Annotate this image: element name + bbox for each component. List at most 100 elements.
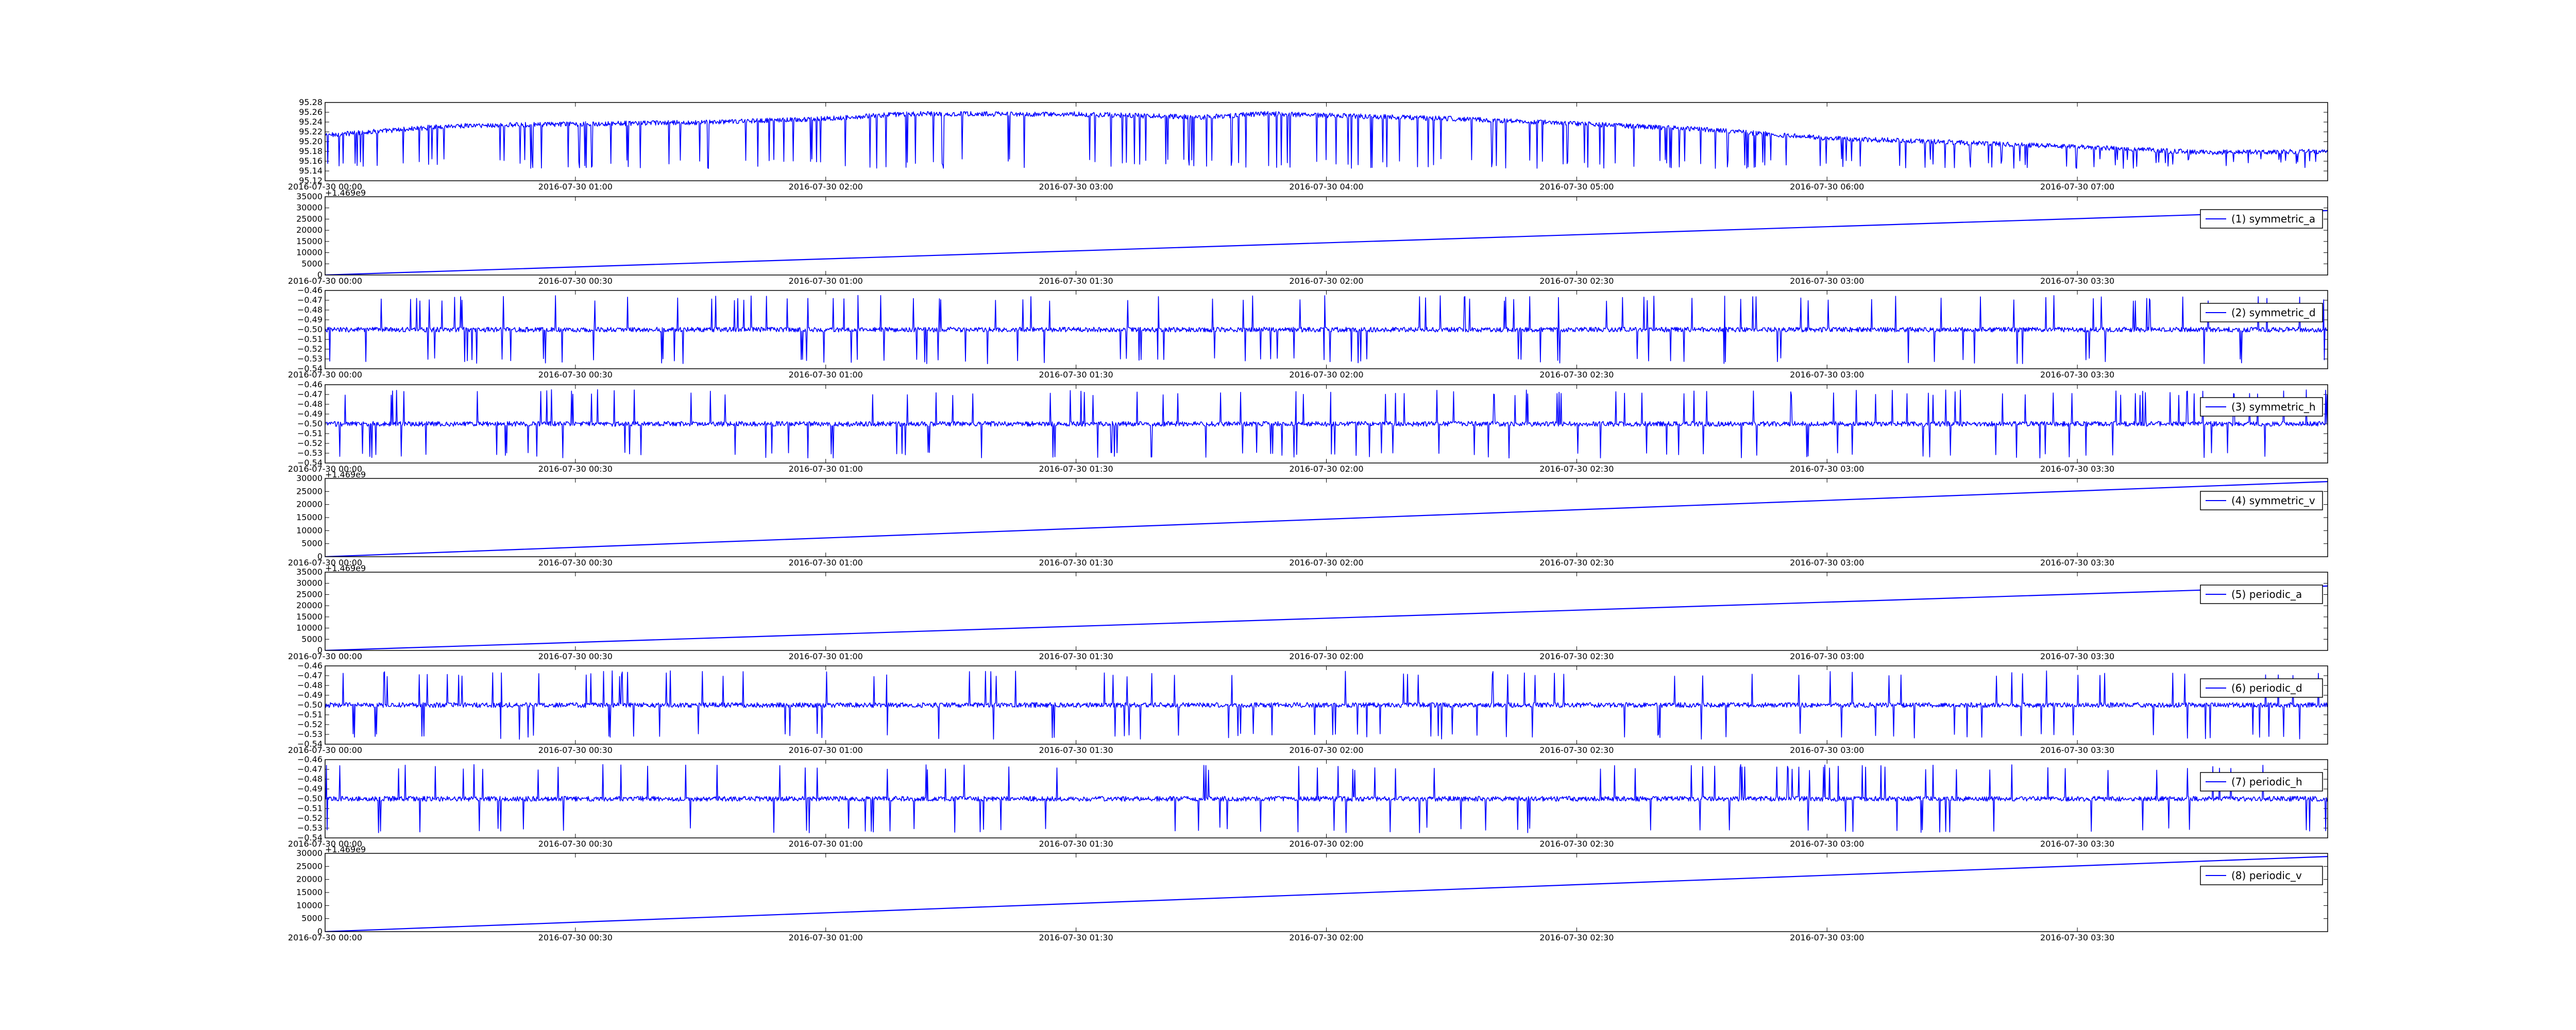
x-tick-label: 2016-07-30 03:00 [1790, 464, 1864, 474]
y-tick-label: 95.16 [299, 156, 323, 166]
x-tick-label: 2016-07-30 01:30 [1039, 558, 1113, 568]
legend-label: (3) symmetric_h [2231, 401, 2316, 413]
x-tick-label: 2016-07-30 02:30 [1539, 370, 1614, 380]
y-tick-label: −0.47 [297, 389, 323, 399]
x-tick-label: 2016-07-30 00:00 [288, 651, 362, 661]
x-tick-label: 2016-07-30 03:30 [2040, 558, 2114, 568]
y-tick-label: −0.51 [297, 803, 323, 813]
y-tick-label: 0 [317, 270, 323, 280]
y-offset-label: +1.469e9 [325, 188, 366, 198]
y-tick-label: 95.22 [299, 127, 323, 136]
x-tick-label: 2016-07-30 04:00 [1289, 182, 1363, 192]
x-tick-label: 2016-07-30 03:30 [2040, 464, 2114, 474]
x-tick-label: 2016-07-30 00:30 [538, 464, 613, 474]
y-tick-label: 20000 [296, 600, 323, 610]
x-tick-label: 2016-07-30 02:00 [1289, 933, 1363, 942]
y-tick-label: −0.53 [297, 823, 323, 833]
axes-frame [325, 665, 2328, 745]
x-tick-label: 2016-07-30 03:00 [1790, 558, 1864, 568]
y-tick-label: 35000 [296, 192, 323, 201]
x-tick-label: 2016-07-30 01:00 [789, 651, 863, 661]
legend-label: (8) periodic_v [2231, 869, 2302, 882]
y-offset-label: +1.469e9 [325, 845, 366, 854]
y-tick-label: 25000 [296, 214, 323, 224]
x-tick-label: 2016-07-30 01:00 [789, 839, 863, 849]
series-line [325, 295, 2328, 364]
x-tick-label: 2016-07-30 03:30 [2040, 651, 2114, 661]
x-tick-label: 2016-07-30 02:00 [1289, 651, 1363, 661]
x-tick-label: 2016-07-30 00:30 [538, 558, 613, 568]
series-line [325, 670, 2328, 740]
y-tick-label: −0.54 [297, 364, 323, 373]
y-tick-label: −0.51 [297, 334, 323, 344]
legend-label: (2) symmetric_d [2231, 306, 2316, 319]
y-tick-label: 5000 [301, 914, 323, 923]
x-tick-label: 2016-07-30 02:00 [1289, 558, 1363, 568]
x-tick-label: 2016-07-30 01:30 [1039, 370, 1113, 380]
y-tick-label: 10000 [296, 623, 323, 633]
y-tick-label: −0.47 [297, 764, 323, 774]
axes-frame [325, 290, 2328, 369]
series-line [325, 856, 2328, 932]
y-tick-label: −0.49 [297, 784, 323, 794]
y-tick-label: −0.48 [297, 399, 323, 409]
y-tick-label: 25000 [296, 589, 323, 599]
x-tick-label: 2016-07-30 01:00 [789, 745, 863, 755]
axes-frame [325, 759, 2328, 838]
x-tick-label: 2016-07-30 01:00 [538, 182, 613, 192]
x-tick-label: 2016-07-30 06:00 [1790, 182, 1864, 192]
y-tick-label: 5000 [301, 259, 323, 268]
x-tick-label: 2016-07-30 01:00 [789, 933, 863, 942]
x-tick-label: 2016-07-30 00:00 [288, 558, 362, 568]
y-tick-label: −0.53 [297, 354, 323, 364]
x-tick-label: 2016-07-30 02:00 [1289, 464, 1363, 474]
y-tick-label: −0.53 [297, 729, 323, 739]
y-tick-label: −0.48 [297, 305, 323, 315]
x-tick-label: 2016-07-30 07:00 [2040, 182, 2114, 192]
x-tick-label: 2016-07-30 03:00 [1790, 651, 1864, 661]
x-tick-label: 2016-07-30 03:30 [2040, 370, 2114, 380]
y-tick-label: 15000 [296, 887, 323, 897]
series-line [325, 389, 2328, 459]
y-tick-label: −0.47 [297, 295, 323, 305]
x-tick-label: 2016-07-30 00:30 [538, 276, 613, 286]
axes-frame [325, 572, 2328, 651]
series-line [325, 481, 2328, 557]
chart-panel-2: −0.54−0.53−0.52−0.51−0.50−0.49−0.48−0.47… [288, 285, 2328, 380]
chart-panel-3: −0.54−0.53−0.52−0.51−0.50−0.49−0.48−0.47… [288, 380, 2328, 474]
y-tick-label: 95.18 [299, 146, 323, 156]
y-tick-label: 30000 [296, 578, 323, 588]
x-tick-label: 2016-07-30 01:30 [1039, 745, 1113, 755]
x-tick-label: 2016-07-30 01:30 [1039, 839, 1113, 849]
y-tick-label: 95.24 [299, 117, 323, 127]
x-tick-label: 2016-07-30 03:00 [1790, 745, 1864, 755]
x-tick-label: 2016-07-30 02:00 [1289, 276, 1363, 286]
y-tick-label: 10000 [296, 248, 323, 258]
y-tick-label: 20000 [296, 225, 323, 235]
x-tick-label: 2016-07-30 01:00 [789, 370, 863, 380]
y-tick-label: −0.54 [297, 833, 323, 843]
y-tick-label: −0.46 [297, 754, 323, 764]
y-tick-label: 15000 [296, 612, 323, 622]
y-tick-label: −0.48 [297, 680, 323, 690]
x-tick-label: 2016-07-30 02:00 [789, 182, 863, 192]
x-tick-label: 2016-07-30 01:30 [1039, 933, 1113, 942]
axes-frame [325, 384, 2328, 464]
chart-panel-6: −0.54−0.53−0.52−0.51−0.50−0.49−0.48−0.47… [288, 661, 2328, 755]
x-tick-label: 2016-07-30 03:30 [2040, 745, 2114, 755]
x-tick-label: 2016-07-30 02:00 [1289, 839, 1363, 849]
x-tick-label: 2016-07-30 02:00 [1289, 370, 1363, 380]
y-tick-label: 30000 [296, 203, 323, 213]
x-tick-label: 2016-07-30 00:30 [538, 839, 613, 849]
x-tick-label: 2016-07-30 05:00 [1539, 182, 1614, 192]
legend-label: (4) symmetric_v [2231, 494, 2315, 507]
y-tick-label: 15000 [296, 512, 323, 522]
y-tick-label: 25000 [296, 486, 323, 496]
chart-panels: 95.1295.1495.1695.1895.2095.2295.2495.26… [288, 97, 2328, 942]
y-tick-label: 95.28 [299, 97, 323, 107]
legend-label: (5) periodic_a [2231, 588, 2302, 600]
axes-frame [325, 478, 2328, 557]
y-tick-label: 95.26 [299, 107, 323, 117]
